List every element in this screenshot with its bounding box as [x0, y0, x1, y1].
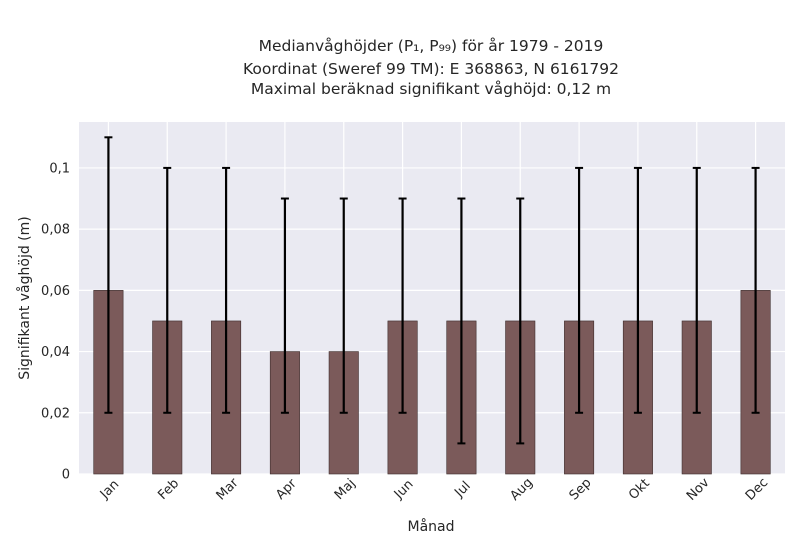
x-tick-label-okt: Okt — [626, 476, 653, 503]
error-bar-sep — [575, 166, 584, 414]
error-bar-mar — [222, 166, 231, 414]
x-tick-label-maj: Maj — [332, 476, 359, 503]
y-axis-ticks: 0 0,02 0,04 0,06 0,08 0,1 — [41, 161, 70, 482]
x-tick-label-aug: Aug — [507, 475, 536, 504]
error-bar-apr — [280, 197, 289, 414]
error-bar-maj — [339, 197, 348, 414]
chart-title-line-1: Medianvåghöjder (P₁, P₉₉) för år 1979 - … — [259, 37, 604, 55]
x-tick-label-jan: Jan — [97, 477, 122, 502]
y-tick-label: 0,08 — [41, 223, 70, 238]
error-bar-jun — [398, 197, 407, 414]
x-tick-label-mar: Mar — [214, 475, 242, 503]
error-bar-aug — [516, 197, 525, 445]
error-bar-nov — [692, 166, 701, 414]
chart-title: Medianvåghöjder (P₁, P₉₉) för år 1979 - … — [243, 37, 619, 98]
chart-title-line-2: Koordinat (Sweref 99 TM): E 368863, N 61… — [243, 60, 619, 78]
y-tick-label: 0,1 — [49, 161, 70, 176]
chart-title-line-3: Maximal beräknad signifikant våghöjd: 0,… — [251, 80, 611, 98]
x-tick-label-feb: Feb — [155, 476, 182, 503]
x-tick-label-apr: Apr — [273, 476, 300, 503]
x-tick-label-nov: Nov — [684, 475, 713, 504]
x-tick-label-dec: Dec — [743, 475, 771, 503]
x-axis-label: Månad — [408, 518, 455, 535]
error-bar-dec — [751, 166, 760, 414]
y-tick-label: 0 — [62, 468, 70, 483]
x-axis-ticks: Jan Feb Mar Apr Maj Jun Jul Aug Sep Okt Nov Dec — [97, 475, 771, 504]
error-bar-jul — [457, 197, 466, 445]
y-tick-label: 0,04 — [41, 345, 70, 360]
error-bar-feb — [163, 166, 172, 414]
x-tick-label-sep: Sep — [567, 476, 595, 504]
x-tick-label-jul: Jul — [451, 479, 473, 501]
error-bar-okt — [633, 166, 642, 414]
error-bar-jan — [104, 136, 113, 414]
error-bars — [104, 136, 760, 445]
x-tick-label-jun: Jun — [391, 477, 417, 503]
y-axis-label: Signifikant våghöjd (m) — [16, 216, 33, 379]
y-tick-label: 0,06 — [41, 284, 70, 299]
plot-area — [79, 122, 785, 474]
y-tick-label: 0,02 — [41, 406, 70, 421]
